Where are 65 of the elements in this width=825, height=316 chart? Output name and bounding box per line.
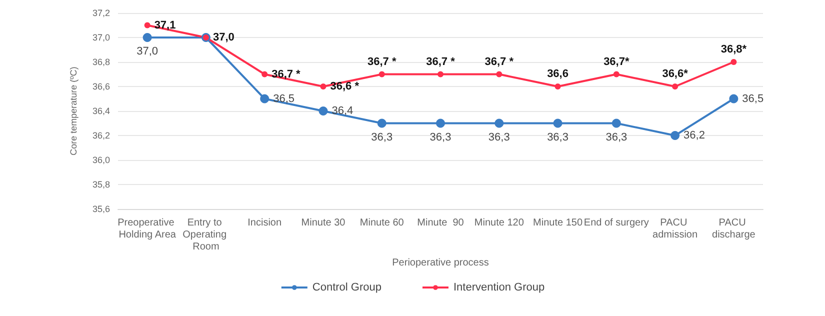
point: [494, 118, 504, 128]
point: [729, 94, 738, 104]
x-tick-label: Minute 90: [417, 218, 464, 228]
point: [378, 71, 385, 78]
x-tick-label: PACU discharge: [712, 218, 756, 240]
point: [262, 71, 268, 78]
y-tick-label: 36,6: [92, 82, 110, 92]
x-tick-label: Minute 60: [360, 218, 404, 228]
y-axis-title: Core temperature (ºC): [68, 66, 78, 156]
data-label: 36,6*: [662, 68, 689, 80]
y-tick-label: 37,2: [92, 8, 110, 18]
y-tick-label: 37,0: [92, 32, 110, 42]
data-label: 37,0: [212, 32, 234, 44]
y-tick-label: 36,0: [92, 155, 110, 165]
x-axis-title: Perioperative process: [392, 257, 489, 268]
data-label: 36,3: [488, 131, 510, 144]
data-label: 36,7*: [604, 56, 630, 68]
data-label: 36,3: [430, 131, 452, 144]
point: [438, 71, 444, 78]
y-tick-label: 36,2: [92, 130, 110, 140]
x-tick-label: Minute 150: [533, 218, 583, 228]
point: [320, 84, 326, 90]
legend-label: Control Group: [312, 282, 382, 294]
point: [554, 84, 561, 90]
x-tick-label: Entry to Operating Room: [182, 218, 230, 252]
point: [260, 94, 270, 104]
point: [436, 118, 445, 128]
x-tick-label: PACU admission: [652, 218, 698, 240]
data-label: 36,2: [684, 130, 705, 142]
data-label: 36,5: [742, 92, 764, 105]
point: [142, 33, 152, 42]
data-label: 36,7 *: [484, 56, 514, 68]
data-label: 37,0: [136, 46, 158, 58]
data-label: 36,5: [273, 92, 295, 105]
x-tick-label: Minute 120: [474, 218, 524, 228]
point: [144, 22, 150, 28]
point: [553, 118, 562, 128]
x-tick-label: End of surgery: [584, 218, 649, 228]
point: [377, 118, 386, 128]
data-label: 36,7 *: [426, 56, 456, 68]
point: [730, 59, 737, 65]
data-label: 36,3: [606, 131, 628, 144]
y-tick-label: 36,8: [92, 57, 110, 67]
point: [670, 131, 680, 140]
y-tick-label: 35,6: [92, 204, 110, 214]
point: [672, 84, 678, 90]
legend-label: Intervention Group: [453, 282, 545, 294]
x-tick-label: Minute 30: [301, 218, 346, 228]
x-tick-label: Preoperative Holding Area: [118, 218, 178, 240]
data-label: 36,4: [332, 105, 354, 117]
point: [612, 118, 621, 128]
point: [613, 71, 620, 78]
y-tick-label: 35,8: [92, 180, 110, 190]
data-label: 36,6 *: [330, 80, 360, 92]
data-label: 37,1: [154, 19, 176, 32]
data-label: 36,3: [371, 131, 393, 144]
data-label: 36,7 *: [367, 56, 397, 68]
x-tick-label: Incision: [248, 218, 282, 228]
data-label: 36,3: [547, 131, 568, 144]
data-label: 36,7 *: [272, 68, 302, 80]
point: [318, 106, 328, 116]
data-label: 36,6: [547, 68, 568, 80]
data-label: 36,8*: [720, 44, 748, 56]
y-tick-label: 36,4: [92, 106, 110, 116]
point: [496, 71, 502, 78]
